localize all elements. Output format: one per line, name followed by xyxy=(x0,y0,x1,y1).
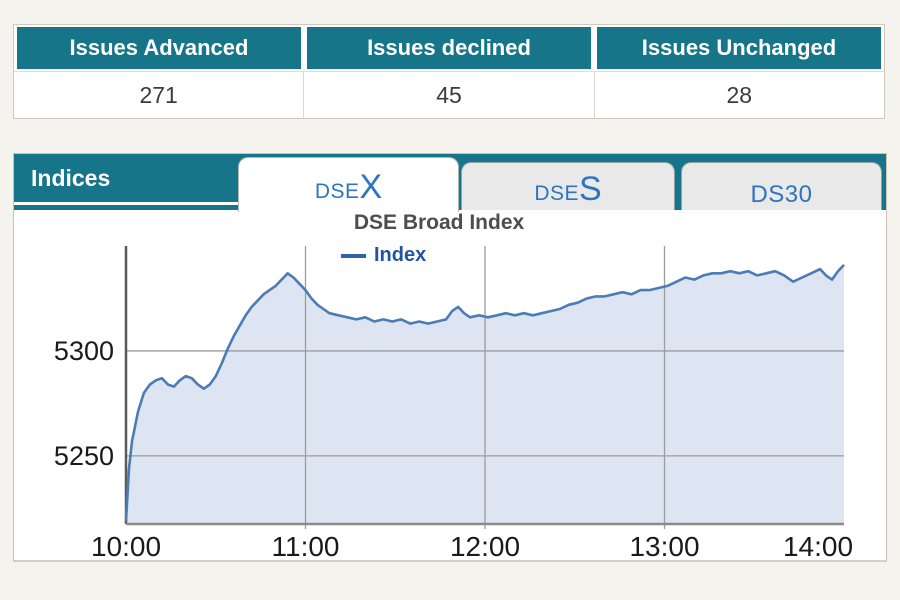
tab-dses-prefix: DSE xyxy=(534,182,579,205)
svg-text:12:00: 12:00 xyxy=(450,531,520,562)
header-issues-declined: Issues declined xyxy=(307,27,591,69)
legend-dash-icon xyxy=(341,253,366,258)
y-axis-labels: 5250 5300 xyxy=(54,336,114,471)
indices-label: Indices xyxy=(31,165,111,191)
tab-dsex[interactable]: DSEX xyxy=(238,157,459,212)
tab-ds30[interactable]: DS30 xyxy=(681,162,882,210)
tab-dsex-prefix: DSE xyxy=(314,180,360,203)
svg-text:5250: 5250 xyxy=(54,441,114,471)
tab-ds30-prefix: DS30 xyxy=(750,181,813,208)
value-issues-unchanged: 28 xyxy=(593,72,884,118)
summary-table-value-row: 271 45 28 xyxy=(14,71,884,118)
header-issues-advanced: Issues Advanced xyxy=(17,27,301,69)
index-area-chart: 5250 5300 10:00 11:00 12:00 13:00 14:00 xyxy=(54,246,853,562)
value-issues-declined: 45 xyxy=(303,72,593,118)
chart-legend: Index xyxy=(341,244,426,267)
tab-dses[interactable]: DSES xyxy=(461,162,675,210)
axes xyxy=(124,246,844,526)
indices-underline xyxy=(14,202,238,205)
indices-panel: Indices DSEX DSES DS30 DSE Broad Index I… xyxy=(13,153,887,562)
summary-table-header-row: Issues Advanced Issues declined Issues U… xyxy=(14,25,884,71)
x-axis-labels: 10:00 11:00 12:00 13:00 14:00 xyxy=(91,531,853,562)
header-issues-unchanged: Issues Unchanged xyxy=(597,27,881,69)
tab-dses-suffix: S xyxy=(579,170,602,208)
chart-title: DSE Broad Index xyxy=(353,211,525,234)
svg-text:14:00: 14:00 xyxy=(783,531,853,562)
index-line xyxy=(124,264,845,521)
value-issues-advanced: 271 xyxy=(139,82,178,108)
svg-text:13:00: 13:00 xyxy=(629,531,699,562)
svg-text:10:00: 10:00 xyxy=(91,531,161,562)
market-summary-table: Issues Advanced Issues declined Issues U… xyxy=(13,24,885,119)
tab-dsex-suffix: X xyxy=(359,168,383,206)
gridlines xyxy=(126,246,844,529)
svg-text:5300: 5300 xyxy=(54,336,114,366)
legend-label: Index xyxy=(374,244,427,266)
svg-text:11:00: 11:00 xyxy=(272,531,340,562)
